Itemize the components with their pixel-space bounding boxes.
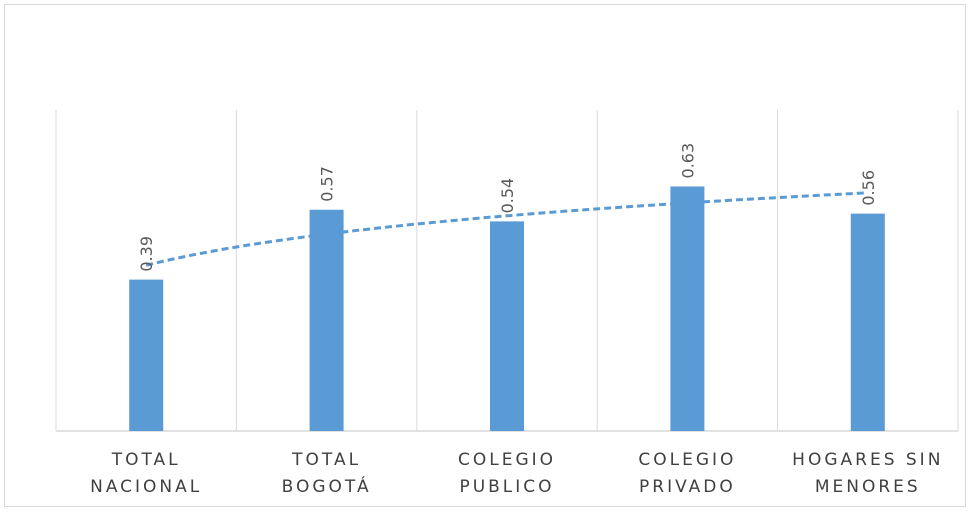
category-label: PRIVADO: [639, 477, 736, 497]
data-label: 0.57: [318, 166, 337, 202]
category-label: BOGOTÁ: [282, 475, 372, 497]
bar: [129, 279, 164, 431]
chart-frame: [4, 4, 966, 507]
category-label: HOGARES SIN: [792, 450, 943, 470]
category-label: TOTAL: [111, 450, 181, 470]
category-label: TOTAL: [291, 450, 361, 470]
trendline: [145, 191, 868, 267]
bar: [670, 186, 705, 431]
data-label: 0.56: [859, 170, 878, 206]
bar: [850, 213, 885, 431]
category-label: PUBLICO: [459, 477, 554, 497]
bar: [490, 221, 524, 431]
data-label: 0.39: [137, 236, 156, 272]
category-label: NACIONAL: [90, 477, 202, 497]
category-label: COLEGIO: [458, 450, 556, 470]
data-label: 0.54: [498, 178, 517, 214]
bar: [309, 209, 344, 431]
category-label: COLEGIO: [638, 450, 736, 470]
data-label: 0.63: [678, 143, 697, 179]
category-label: MENORES: [815, 477, 921, 497]
